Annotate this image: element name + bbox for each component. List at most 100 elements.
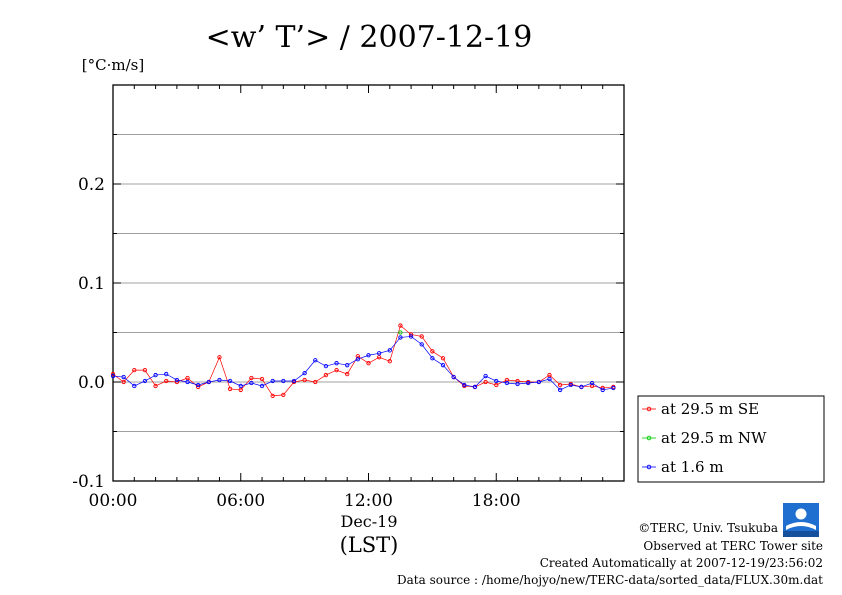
y-tick-label: 0.2	[78, 175, 105, 195]
data-point	[153, 383, 158, 389]
legend: at 29.5 m SE at 29.5 m NW at 1.6 m	[637, 395, 825, 483]
x-tick-label: 00:00	[89, 491, 138, 511]
legend-label: at 1.6 m	[661, 458, 724, 476]
data-point	[568, 382, 573, 388]
chart-title: <w’ T’> / 2007-12-19	[206, 20, 533, 55]
data-point	[536, 379, 541, 385]
data-point	[462, 382, 467, 388]
data-point	[302, 370, 307, 376]
data-point	[611, 385, 616, 391]
x-tick-label: 06:00	[216, 491, 265, 511]
data-point	[440, 356, 446, 361]
data-point	[355, 357, 361, 362]
legend-swatch-marker	[646, 435, 652, 441]
data-point	[345, 363, 350, 368]
x-timezone-label: (LST)	[340, 533, 399, 557]
data-point	[174, 377, 180, 383]
data-point	[196, 382, 201, 388]
footer-created: Created Automatically at 2007-12-19/23:5…	[540, 556, 823, 570]
y-tick-label: 0.1	[78, 274, 105, 294]
data-point	[164, 378, 169, 384]
data-point	[164, 371, 169, 377]
data-point	[376, 351, 382, 356]
data-point	[345, 371, 350, 377]
data-point	[398, 330, 403, 335]
data-point	[132, 367, 137, 373]
data-point	[483, 373, 488, 379]
data-point	[259, 383, 265, 389]
data-point	[387, 359, 392, 364]
data-point	[142, 367, 148, 373]
data-point	[579, 384, 584, 390]
data-point	[472, 384, 478, 390]
series-layer	[110, 323, 616, 399]
data-point	[526, 380, 531, 386]
data-point	[398, 335, 403, 340]
y-unit-label: [°C·m/s]	[82, 56, 144, 74]
data-point	[451, 374, 456, 380]
data-point	[600, 387, 605, 393]
data-point	[259, 376, 265, 382]
data-point	[398, 323, 403, 328]
data-point	[185, 375, 190, 381]
data-point	[323, 372, 329, 378]
footer-observed: Observed at TERC Tower site	[643, 539, 823, 553]
data-point	[376, 355, 382, 360]
y-tick-label: -0.1	[72, 472, 105, 492]
data-point	[366, 361, 371, 366]
data-point	[483, 379, 488, 385]
data-point	[557, 382, 563, 388]
legend-box	[637, 395, 825, 483]
data-point	[142, 378, 148, 384]
data-point	[440, 363, 446, 368]
data-point	[153, 372, 158, 378]
footer-copyright: ©TERC, Univ. Tsukuba	[638, 521, 778, 535]
data-point	[121, 379, 126, 385]
data-point	[430, 349, 435, 354]
data-point	[494, 382, 499, 388]
data-point	[291, 378, 297, 384]
axis-ticks: 00:00 06:00 12:00 18:00 -0.1 0.0 0.1 0.2	[72, 84, 625, 511]
terc-logo	[783, 503, 819, 537]
legend-label: at 29.5 m NW	[661, 429, 767, 447]
data-point	[132, 383, 137, 389]
data-point	[515, 381, 520, 387]
data-point	[121, 374, 126, 380]
data-point	[589, 380, 595, 386]
series-0	[110, 323, 616, 399]
data-point	[313, 358, 318, 363]
x-tick-label: 12:00	[344, 491, 393, 511]
data-point	[547, 376, 552, 382]
data-point	[334, 367, 339, 373]
data-point	[217, 377, 222, 383]
data-point	[110, 373, 116, 379]
x-date-label: Dec-19	[340, 512, 397, 531]
data-point	[334, 361, 339, 366]
data-point	[547, 372, 552, 378]
y-tick-label: 0.0	[78, 373, 105, 393]
data-point	[419, 342, 424, 347]
data-point	[302, 377, 307, 383]
data-point	[366, 353, 371, 358]
data-point	[249, 380, 254, 386]
data-point	[323, 364, 329, 369]
data-point	[387, 348, 392, 353]
data-point	[238, 387, 243, 393]
grid	[113, 134, 624, 432]
data-point	[110, 371, 116, 377]
data-point	[249, 375, 254, 381]
series-1	[398, 330, 403, 335]
footer-source: Data source : /home/hojyo/new/TERC-data/…	[397, 573, 823, 587]
data-point	[504, 380, 510, 386]
data-point	[185, 379, 190, 385]
data-point	[419, 334, 424, 339]
data-point	[557, 387, 563, 393]
data-point	[238, 383, 243, 389]
data-point	[281, 392, 286, 398]
data-point	[281, 378, 286, 384]
legend-swatch-marker	[646, 464, 652, 470]
data-point	[430, 356, 435, 361]
data-point	[206, 379, 211, 385]
x-tick-label: 18:00	[472, 491, 521, 511]
